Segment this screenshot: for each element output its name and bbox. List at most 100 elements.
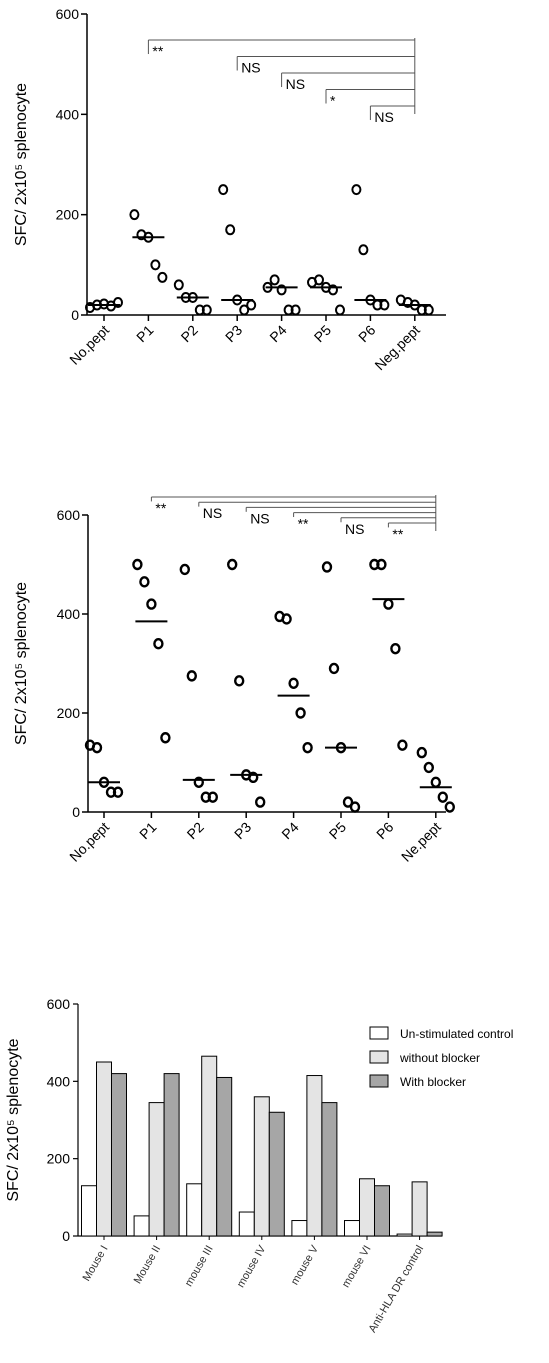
data-point <box>281 613 292 625</box>
data-point <box>276 284 287 296</box>
y-axis-label: SFC/ 2x10⁵ splenocyte <box>5 1038 22 1201</box>
bar <box>186 1183 203 1237</box>
x-tick-label: mouse V <box>289 1243 321 1287</box>
bar <box>163 1073 180 1237</box>
bar <box>216 1076 233 1237</box>
data-point <box>160 732 171 744</box>
x-tick-label: P3 <box>222 322 246 346</box>
y-tick-label: 400 <box>57 606 81 622</box>
bar <box>359 1178 375 1237</box>
x-tick-label: mouse IV <box>235 1243 269 1290</box>
data-point <box>328 284 338 296</box>
bar <box>306 1075 323 1237</box>
y-tick-label: 0 <box>62 1228 70 1244</box>
data-point <box>423 761 434 774</box>
data-point <box>112 786 124 798</box>
y-tick-label: 0 <box>71 307 79 323</box>
data-point <box>233 675 245 687</box>
bar <box>396 1233 413 1237</box>
bar <box>411 1181 428 1237</box>
significance-label: ** <box>152 43 163 59</box>
bar <box>253 1096 270 1237</box>
data-point <box>129 209 140 221</box>
y-tick-label: 400 <box>47 1073 71 1089</box>
data-point <box>173 279 184 291</box>
bar <box>111 1073 127 1237</box>
data-point <box>201 304 212 316</box>
bar <box>81 1185 97 1237</box>
x-tick-label: P1 <box>136 819 160 843</box>
legend-swatch <box>369 1050 389 1064</box>
significance-label: NS <box>203 505 222 521</box>
x-tick-label: P2 <box>183 819 207 843</box>
data-point <box>376 558 387 571</box>
bar <box>291 1220 308 1237</box>
bar <box>238 1211 255 1237</box>
x-tick-label: P4 <box>266 322 290 346</box>
data-point <box>247 771 259 784</box>
data-point <box>255 796 266 808</box>
significance-label: NS <box>241 60 260 76</box>
bar <box>96 1061 112 1237</box>
x-tick-label: P6 <box>355 322 379 346</box>
legend-swatch <box>369 1074 389 1088</box>
data-point <box>430 776 441 788</box>
data-point <box>444 801 455 813</box>
data-point <box>269 274 280 286</box>
data-point <box>239 304 250 316</box>
y-tick-label: 600 <box>57 507 81 523</box>
legend-swatch <box>369 1026 389 1040</box>
bar <box>148 1102 165 1237</box>
bar <box>426 1231 443 1237</box>
y-axis-label: SFC/ 2x10⁵ splenocyte <box>13 582 30 745</box>
legend-label: Un-stimulated control <box>400 1027 513 1041</box>
x-tick-label: Mouse I <box>81 1244 111 1284</box>
bar <box>133 1215 150 1237</box>
data-point <box>246 299 257 311</box>
data-point <box>416 746 427 759</box>
x-tick-label: Anti-HLA DR control <box>367 1244 427 1335</box>
data-point <box>321 561 333 573</box>
significance-label: ** <box>392 526 403 542</box>
data-point <box>218 184 229 196</box>
data-point <box>225 224 236 236</box>
data-point <box>113 296 123 308</box>
data-point <box>358 244 369 256</box>
significance-label: * <box>330 93 336 109</box>
x-tick-label: P1 <box>133 322 157 346</box>
data-point <box>342 796 354 808</box>
data-point <box>335 304 345 316</box>
data-point <box>157 271 168 283</box>
data-point <box>153 638 164 650</box>
x-tick-label: No.pept <box>66 322 112 368</box>
y-tick-label: 600 <box>47 996 71 1012</box>
data-point <box>146 598 157 610</box>
significance-label: NS <box>345 521 364 537</box>
data-point <box>437 791 448 803</box>
x-tick-label: No.pept <box>66 819 112 865</box>
y-tick-label: 0 <box>72 804 80 820</box>
data-point <box>132 558 143 571</box>
data-point <box>226 558 238 571</box>
data-point <box>91 741 103 754</box>
data-point <box>290 304 301 316</box>
significance-label: ** <box>298 516 309 532</box>
data-point <box>179 563 191 576</box>
bar <box>321 1102 338 1237</box>
y-tick-label: 200 <box>47 1151 71 1167</box>
x-tick-label: Neg.pept <box>371 322 423 374</box>
y-tick-label: 400 <box>56 106 80 122</box>
y-tick-label: 200 <box>56 207 80 223</box>
x-tick-label: P4 <box>278 819 302 843</box>
data-point <box>186 670 198 682</box>
significance-label: ** <box>155 500 166 516</box>
legend-label: With blocker <box>400 1075 466 1089</box>
significance-label: NS <box>374 109 393 125</box>
y-tick-label: 600 <box>56 6 80 22</box>
x-tick-label: P5 <box>311 322 335 346</box>
data-point <box>351 184 362 196</box>
data-point <box>390 642 401 655</box>
y-axis-label: SFC/ 2x10⁵ splenocyte <box>13 83 30 246</box>
